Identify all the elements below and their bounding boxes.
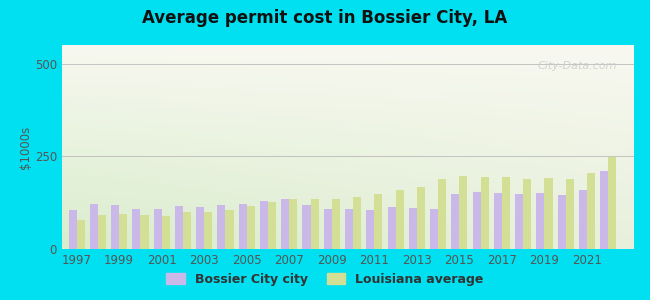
Bar — [268, 202, 276, 249]
Bar — [119, 214, 127, 249]
Text: City-Data.com: City-Data.com — [537, 61, 617, 71]
Bar — [77, 220, 85, 249]
Bar — [311, 199, 318, 249]
Bar — [523, 178, 531, 249]
Bar — [332, 199, 340, 249]
Bar — [558, 195, 566, 249]
Bar — [566, 178, 574, 249]
Bar — [90, 205, 98, 249]
Bar — [196, 207, 204, 249]
Bar — [68, 210, 77, 249]
Bar — [587, 173, 595, 249]
Bar — [409, 208, 417, 249]
Bar — [366, 210, 374, 249]
Bar — [353, 197, 361, 249]
Bar — [217, 205, 226, 249]
Bar — [430, 209, 438, 249]
Bar — [140, 215, 148, 249]
Bar — [515, 194, 523, 249]
Bar — [396, 190, 404, 249]
Y-axis label: $1000s: $1000s — [19, 125, 32, 169]
Bar — [289, 199, 297, 249]
Bar — [281, 199, 289, 249]
Bar — [345, 209, 353, 249]
Text: Average permit cost in Bossier City, LA: Average permit cost in Bossier City, LA — [142, 9, 508, 27]
Bar — [247, 206, 255, 249]
Legend: Bossier City city, Louisiana average: Bossier City city, Louisiana average — [161, 268, 489, 291]
Bar — [600, 171, 608, 249]
Bar — [438, 179, 446, 249]
Bar — [153, 209, 162, 249]
Bar — [175, 206, 183, 249]
Bar — [374, 194, 382, 249]
Bar — [324, 209, 332, 249]
Bar — [460, 176, 467, 249]
Bar — [608, 157, 616, 249]
Bar — [183, 212, 191, 249]
Bar — [387, 208, 396, 249]
Bar — [226, 210, 233, 249]
Bar — [98, 215, 106, 249]
Bar — [545, 178, 552, 249]
Bar — [417, 187, 425, 249]
Bar — [502, 177, 510, 249]
Bar — [480, 177, 489, 249]
Bar — [204, 212, 213, 249]
Bar — [302, 205, 311, 249]
Bar — [451, 194, 460, 249]
Bar — [133, 209, 140, 249]
Bar — [536, 194, 545, 249]
Bar — [162, 216, 170, 249]
Bar — [473, 191, 480, 249]
Bar — [239, 204, 247, 249]
Bar — [111, 205, 119, 249]
Bar — [494, 194, 502, 249]
Bar — [579, 190, 587, 249]
Bar — [260, 201, 268, 249]
